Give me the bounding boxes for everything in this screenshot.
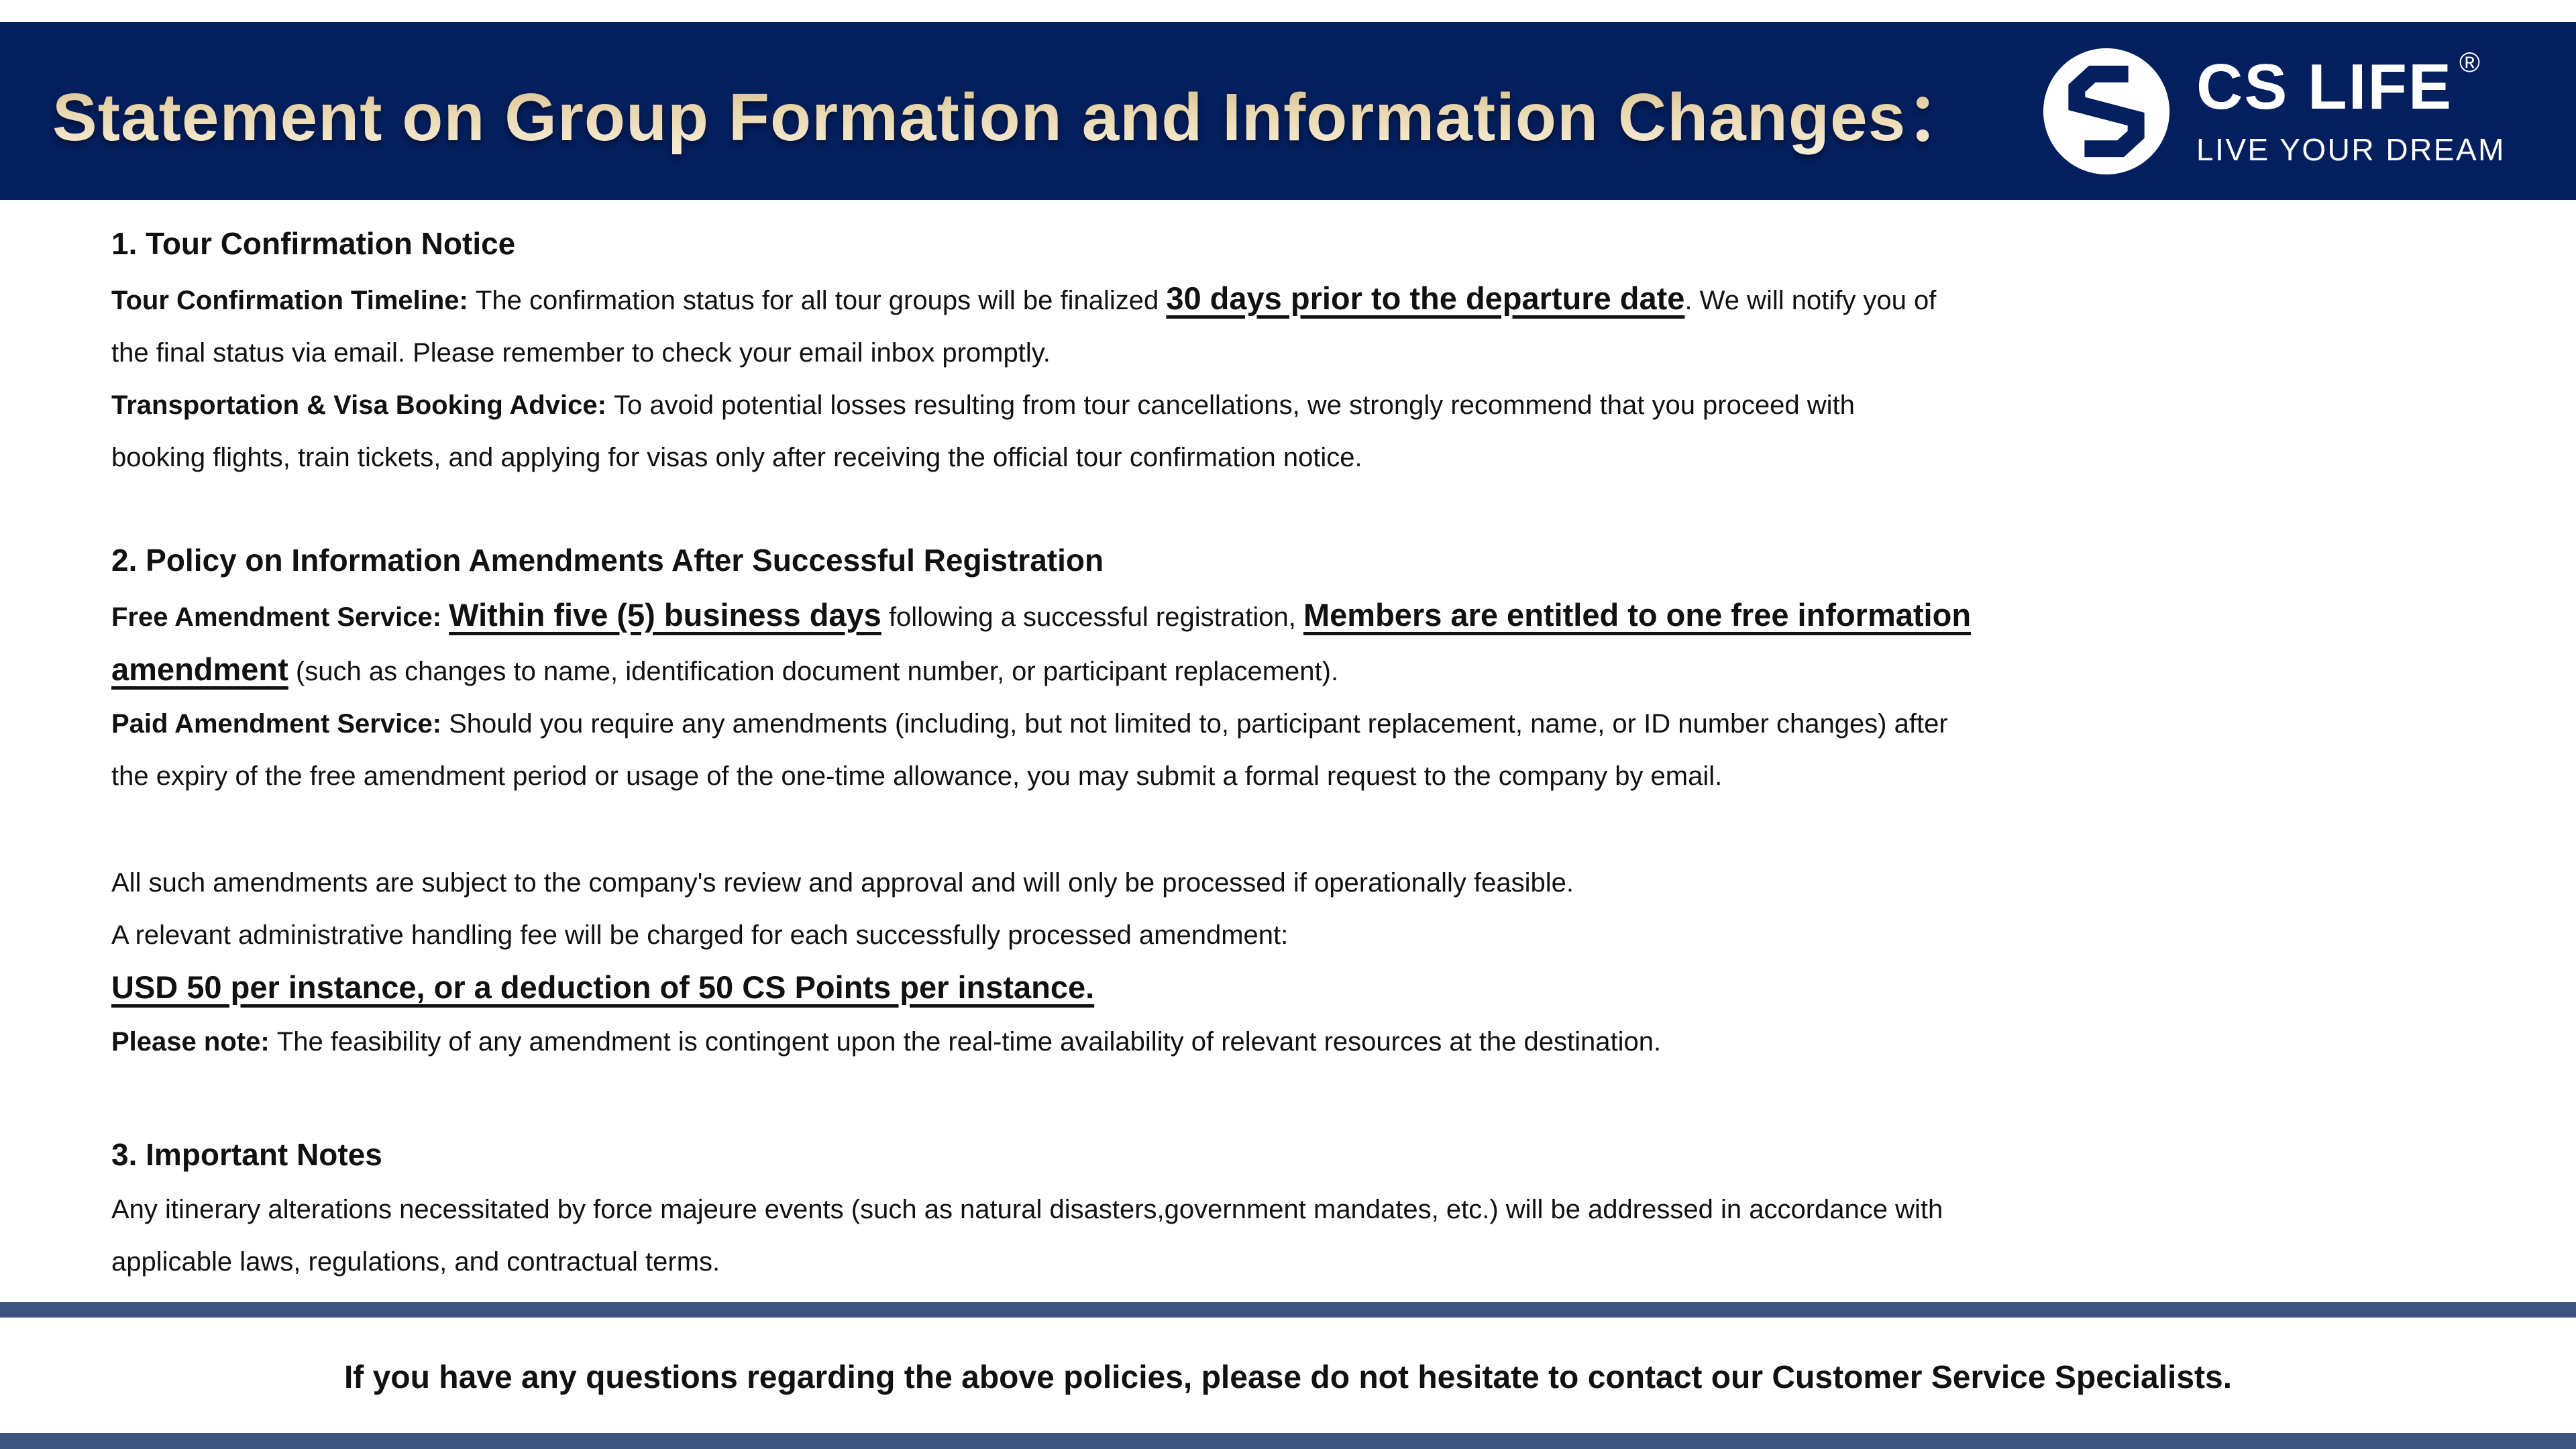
amendment-services-paragraph: Free Amendment Service: Within five (5) …: [111, 589, 2513, 802]
text-line: A relevant administrative handling fee w…: [111, 920, 1289, 950]
text-line: booking flights, train tickets, and appl…: [111, 443, 1362, 472]
text-line: USD 50 per instance, or a deduction of 5…: [111, 969, 1095, 1005]
top-divider-bar: [0, 1302, 2576, 1318]
text-line: 2. Policy on Information Amendments Afte…: [111, 543, 1104, 578]
logo-text: CS LIFE ® LIVE YOUR DREAM: [2196, 48, 2506, 168]
text-line: the final status via email. Please remem…: [111, 338, 1051, 368]
tour-confirmation-paragraph: Tour Confirmation Timeline: The confirma…: [111, 272, 2513, 484]
text-line: Paid Amendment Service: Should you requi…: [111, 709, 1948, 739]
registered-trademark-icon: ®: [2459, 46, 2480, 78]
section-2-heading: 2. Policy on Information Amendments Afte…: [111, 531, 2513, 589]
text-line: 3. Important Notes: [111, 1137, 382, 1172]
footer-message: If you have any questions regarding the …: [343, 1360, 2233, 1395]
text-line: Please note: The feasibility of any amen…: [111, 1027, 1662, 1057]
text-line: Any itinerary alterations necessitated b…: [111, 1195, 1943, 1224]
bottom-border-bar: [0, 1433, 2576, 1449]
section-1-heading: 1. Tour Confirmation Notice: [111, 215, 2513, 272]
text-line: the expiry of the free amendment period …: [111, 761, 1723, 791]
fees-paragraph: All such amendments are subject to the c…: [111, 857, 2513, 1068]
page-title: Statement on Group Formation and Informa…: [52, 62, 1974, 160]
brand-tagline: LIVE YOUR DREAM: [2196, 131, 2506, 167]
policy-body: 1. Tour Confirmation Notice Tour Confirma…: [111, 200, 2513, 1288]
text-line: amendment (such as changes to name, iden…: [111, 651, 1339, 687]
text-line: 1. Tour Confirmation Notice: [111, 226, 516, 261]
brand-name: CS LIFE: [2196, 50, 2453, 123]
text-line: Tour Confirmation Timeline: The confirma…: [111, 280, 1937, 316]
text-line: applicable laws, regulations, and contra…: [111, 1247, 720, 1277]
text-line: Free Amendment Service: Within five (5) …: [111, 597, 1972, 633]
important-notes-paragraph: Any itinerary alterations necessitated b…: [111, 1183, 2513, 1288]
text-line: All such amendments are subject to the c…: [111, 868, 1574, 898]
brand-row: CS LIFE ®: [2196, 48, 2506, 123]
cs-life-logo: CS LIFE ® LIVE YOUR DREAM: [2042, 22, 2506, 200]
header-banner: Statement on Group Formation and Informa…: [0, 22, 2576, 200]
text-line: Transportation & Visa Booking Advice: To…: [111, 390, 1855, 420]
section-3-heading: 3. Important Notes: [111, 1126, 2513, 1183]
cs-monogram-icon: [2043, 48, 2170, 174]
